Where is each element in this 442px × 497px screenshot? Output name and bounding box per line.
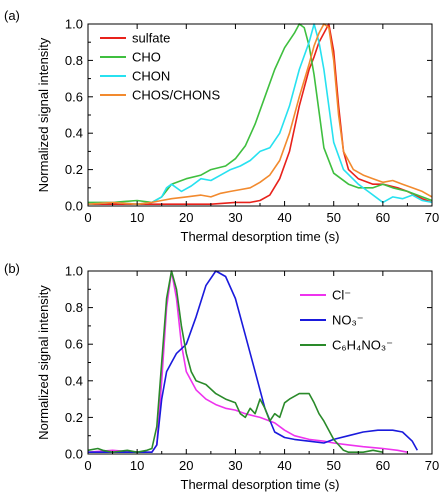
panel-b-series-layer	[87, 270, 419, 453]
x-tick-label: 50	[326, 210, 340, 225]
x-tick-label: 70	[425, 210, 439, 225]
legend-label: sulfate	[132, 31, 170, 46]
panel-a: (a) 0 10 20 30 40 50 60 70 0.0 0.2 0.4 0.6 0.8 1.0 Th…	[4, 8, 439, 244]
y-tick-label: 0.0	[65, 199, 83, 214]
legend-label: CHON	[132, 69, 170, 84]
series-line	[87, 23, 433, 205]
y-tick-label: 0.4	[65, 126, 83, 141]
series-line	[87, 23, 433, 205]
y-tick-label: 1.0	[65, 17, 83, 32]
x-tick-label: 50	[326, 458, 340, 473]
panel-b-y-axis-label: Normalized signal intensity	[36, 285, 51, 440]
panel-b-label: (b)	[4, 261, 20, 276]
x-tick-label: 60	[376, 458, 390, 473]
panel-a-y-axis-label: Normalized signal intensity	[36, 37, 51, 192]
y-tick-label: 0.6	[65, 337, 83, 352]
y-tick-label: 0.2	[65, 410, 83, 425]
x-tick-label: 20	[179, 210, 193, 225]
x-tick-label: 30	[228, 458, 242, 473]
x-tick-label: 60	[376, 210, 390, 225]
y-tick-label: 0.6	[65, 89, 83, 104]
y-tick-label: 1.0	[65, 264, 83, 279]
y-tick-label: 0.8	[65, 300, 83, 315]
x-tick-label: 40	[277, 458, 291, 473]
panel-a-series-layer	[87, 23, 433, 205]
panel-b-ticks: 0 10 20 30 40 50 60 70 0.0 0.2 0.4 0.6 0.8 1.0	[65, 264, 439, 474]
legend-label: C₆H₄NO₃⁻	[332, 338, 393, 353]
x-tick-label: 20	[179, 458, 193, 473]
panel-a-legend: sulfate CHO CHON CHOS/CHONS	[100, 31, 220, 103]
legend-label: NO₃⁻	[332, 313, 364, 328]
legend-label: CHOS/CHONS	[132, 88, 220, 103]
series-line	[87, 270, 384, 453]
y-tick-label: 0.4	[65, 373, 83, 388]
x-tick-label: 30	[228, 210, 242, 225]
x-tick-label: 10	[130, 458, 144, 473]
series-line	[88, 23, 433, 204]
x-tick-label: 10	[130, 210, 144, 225]
panel-b-legend: Cl⁻ NO₃⁻ C₆H₄NO₃⁻	[300, 288, 393, 353]
panel-a-label: (a)	[4, 8, 20, 23]
x-tick-label: 40	[277, 210, 291, 225]
panel-b: (b) 0 10 20 30 40 50 60 70 0.0 0.2 0.4 0.6 0.8 1.0 Th…	[4, 261, 439, 492]
series-line	[87, 270, 408, 453]
series-line	[88, 270, 419, 453]
x-tick-label: 0	[84, 210, 91, 225]
panel-a-ticks: 0 10 20 30 40 50 60 70 0.0 0.2 0.4 0.6 0.8 1.0	[65, 17, 439, 226]
y-tick-label: 0.0	[65, 447, 83, 462]
legend-label: Cl⁻	[332, 288, 351, 303]
y-tick-label: 0.2	[65, 162, 83, 177]
panel-a-x-axis-label: Thermal desorption time (s)	[181, 229, 340, 244]
panel-b-plot-frame	[87, 270, 433, 455]
x-tick-label: 0	[84, 458, 91, 473]
panel-b-x-axis-label: Thermal desorption time (s)	[181, 477, 340, 492]
y-tick-label: 0.8	[65, 53, 83, 68]
legend-label: CHO	[132, 50, 161, 65]
x-tick-label: 70	[425, 458, 439, 473]
